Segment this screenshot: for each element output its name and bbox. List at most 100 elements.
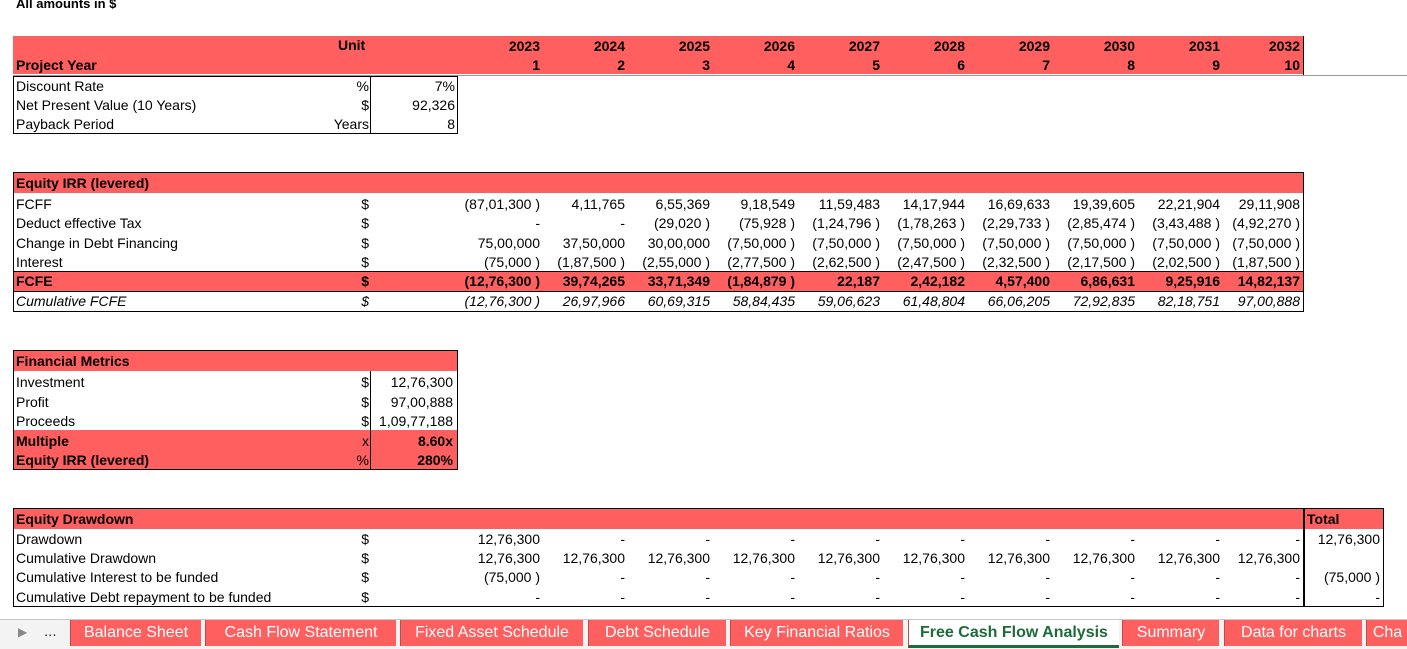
year-index[interactable]: 9 <box>1212 57 1220 73</box>
drawdown-value-cell[interactable]: 12,76,300 <box>987 550 1050 567</box>
metrics-row-unit[interactable]: % <box>356 452 369 468</box>
year-header[interactable]: 2025 <box>678 38 710 54</box>
irr-value-cell[interactable]: (2,55,000 ) <box>642 253 710 270</box>
irr-value-cell[interactable]: (12,76,300 ) <box>464 292 541 309</box>
irr-value-cell[interactable]: 75,00,000 <box>477 234 540 251</box>
drawdown-value-cell[interactable]: - <box>620 588 625 605</box>
sheet-tab[interactable]: Fixed Asset Schedule <box>400 620 583 646</box>
metrics-row-value[interactable]: 1,09,77,188 <box>379 413 453 429</box>
sheet-tab[interactable]: Balance Sheet <box>70 620 201 646</box>
year-index[interactable]: 10 <box>1284 57 1300 73</box>
drawdown-row-unit[interactable]: $ <box>361 550 369 567</box>
year-index[interactable]: 4 <box>787 57 795 73</box>
irr-row-unit[interactable]: $ <box>361 215 369 232</box>
year-index[interactable]: 1 <box>532 57 540 73</box>
irr-value-cell[interactable]: (7,50,000 ) <box>812 234 880 251</box>
sheet-tab[interactable]: Summary <box>1122 620 1219 646</box>
irr-value-cell[interactable]: (4,92,270 ) <box>1232 215 1300 232</box>
irr-row-unit[interactable]: $ <box>361 234 369 251</box>
irr-row-unit[interactable]: $ <box>361 196 369 212</box>
irr-value-cell[interactable]: (7,50,000 ) <box>1152 234 1220 251</box>
irr-value-cell[interactable]: (29,020 ) <box>653 215 710 232</box>
irr-value-cell[interactable]: 14,82,137 <box>1237 273 1300 290</box>
drawdown-value-cell[interactable]: - <box>1215 588 1220 605</box>
irr-value-cell[interactable]: (2,29,733 ) <box>982 215 1050 232</box>
irr-value-cell[interactable]: 22,187 <box>837 273 880 290</box>
drawdown-row-unit[interactable]: $ <box>361 531 369 547</box>
year-header[interactable]: 2024 <box>593 38 625 54</box>
irr-value-cell[interactable]: (3,43,488 ) <box>1152 215 1220 232</box>
summary-value[interactable]: 8 <box>447 116 455 132</box>
more-tabs-ellipsis[interactable]: ... <box>44 623 57 640</box>
irr-value-cell[interactable]: (7,50,000 ) <box>1067 234 1135 251</box>
year-header[interactable]: 2029 <box>1018 38 1050 54</box>
irr-value-cell[interactable]: 60,69,315 <box>647 292 710 309</box>
year-index[interactable]: 5 <box>872 57 880 73</box>
metrics-row-value[interactable]: 280% <box>417 452 453 468</box>
drawdown-value-cell[interactable]: 12,76,300 <box>1237 550 1300 567</box>
irr-value-cell[interactable]: (1,87,500 ) <box>1232 253 1300 270</box>
sheet-tab[interactable]: Cha <box>1366 620 1407 646</box>
irr-value-cell[interactable]: 9,18,549 <box>740 196 796 212</box>
irr-row-unit[interactable]: $ <box>361 253 369 270</box>
drawdown-value-cell[interactable]: - <box>620 569 625 586</box>
year-header[interactable]: 2028 <box>933 38 965 54</box>
drawdown-value-cell[interactable]: - <box>1130 588 1135 605</box>
sheet-tab[interactable]: Key Financial Ratios <box>730 620 903 646</box>
irr-value-cell[interactable]: (7,50,000 ) <box>982 234 1050 251</box>
sheet-tab[interactable]: Data for charts <box>1224 620 1362 646</box>
metrics-row-value[interactable]: 12,76,300 <box>390 374 453 390</box>
irr-value-cell[interactable]: - <box>620 215 625 232</box>
irr-value-cell[interactable]: 59,06,623 <box>817 292 880 309</box>
year-header[interactable]: 2027 <box>848 38 880 54</box>
drawdown-value-cell[interactable]: 12,76,300 <box>732 550 795 567</box>
year-header[interactable]: 2031 <box>1188 38 1220 54</box>
irr-value-cell[interactable]: (1,84,879 ) <box>727 273 795 290</box>
irr-value-cell[interactable]: 16,69,633 <box>987 196 1050 212</box>
summary-value[interactable]: 7% <box>434 78 455 94</box>
drawdown-value-cell[interactable]: 12,76,300 <box>647 550 710 567</box>
irr-value-cell[interactable]: (2,47,500 ) <box>897 253 965 270</box>
irr-value-cell[interactable]: (1,87,500 ) <box>557 253 625 270</box>
metrics-row-value[interactable]: 97,00,888 <box>390 393 453 410</box>
metrics-row-unit[interactable]: $ <box>361 413 369 429</box>
scroll-left-icon[interactable]: ▶ <box>18 625 28 639</box>
irr-value-cell[interactable]: (2,85,474 ) <box>1067 215 1135 232</box>
year-header[interactable]: 2032 <box>1268 38 1300 54</box>
drawdown-value-cell[interactable]: 12,76,300 <box>477 550 540 567</box>
drawdown-value-cell[interactable]: - <box>960 569 965 586</box>
drawdown-row-unit[interactable]: $ <box>361 588 369 605</box>
irr-value-cell[interactable]: 58,84,435 <box>732 292 795 309</box>
drawdown-total-cell[interactable]: (75,000 ) <box>1323 569 1380 586</box>
irr-value-cell[interactable]: 37,50,000 <box>562 234 625 251</box>
sheet-tab[interactable]: Debt Schedule <box>588 620 726 646</box>
drawdown-value-cell[interactable]: 12,76,300 <box>562 550 625 567</box>
irr-row-unit[interactable]: $ <box>361 292 369 309</box>
drawdown-value-cell[interactable]: - <box>1215 531 1220 547</box>
summary-value[interactable]: 92,326 <box>412 97 455 113</box>
irr-value-cell[interactable]: 82,18,751 <box>1157 292 1220 309</box>
summary-unit[interactable]: $ <box>361 97 369 113</box>
drawdown-value-cell[interactable]: 12,76,300 <box>477 531 540 547</box>
irr-value-cell[interactable]: 4,57,400 <box>995 273 1051 290</box>
year-header[interactable]: 2023 <box>508 38 540 54</box>
drawdown-value-cell[interactable]: - <box>1295 569 1300 586</box>
irr-value-cell[interactable]: (2,32,500 ) <box>982 253 1050 270</box>
drawdown-value-cell[interactable]: - <box>1045 531 1050 547</box>
summary-unit[interactable]: % <box>356 78 369 94</box>
drawdown-value-cell[interactable]: 12,76,300 <box>1072 550 1135 567</box>
year-index[interactable]: 6 <box>957 57 965 73</box>
sheet-tab[interactable]: Free Cash Flow Analysis <box>908 620 1119 648</box>
drawdown-value-cell[interactable]: - <box>790 531 795 547</box>
irr-value-cell[interactable]: 22,21,904 <box>1157 196 1220 212</box>
drawdown-value-cell[interactable]: - <box>535 588 540 605</box>
irr-value-cell[interactable]: 6,55,369 <box>655 196 711 212</box>
irr-value-cell[interactable]: 97,00,888 <box>1237 292 1300 309</box>
irr-value-cell[interactable]: 2,42,182 <box>910 273 966 290</box>
drawdown-value-cell[interactable]: - <box>705 588 710 605</box>
irr-value-cell[interactable]: (1,78,263 ) <box>897 215 965 232</box>
irr-value-cell[interactable]: (2,77,500 ) <box>727 253 795 270</box>
drawdown-value-cell[interactable]: - <box>1130 569 1135 586</box>
irr-value-cell[interactable]: - <box>535 215 540 232</box>
metrics-row-unit[interactable]: $ <box>361 374 369 390</box>
